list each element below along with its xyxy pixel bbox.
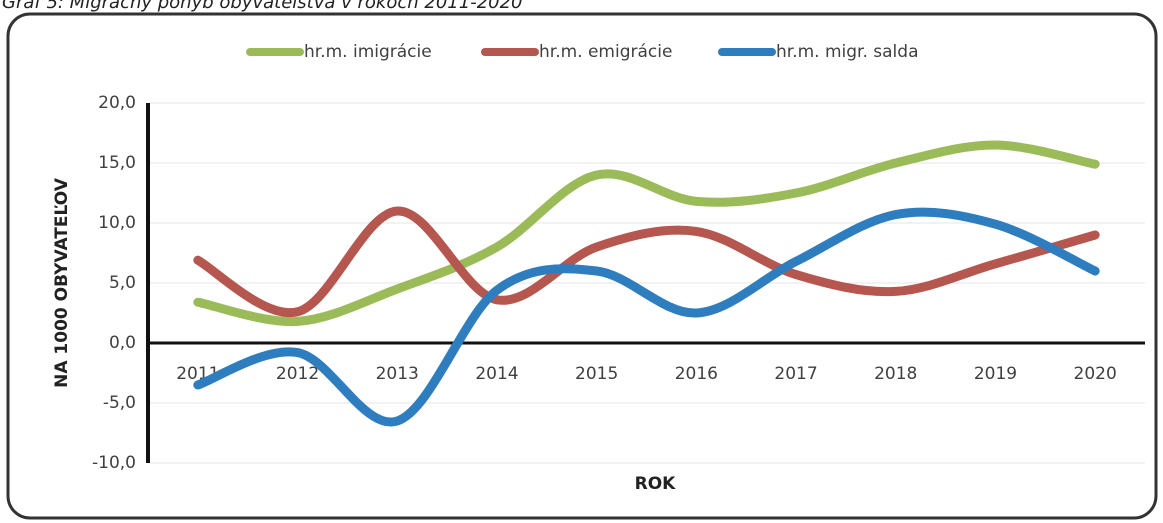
series-line bbox=[193, 206, 1100, 318]
chart-border bbox=[6, 12, 1158, 520]
x-tick-label: 2020 bbox=[1074, 364, 1117, 384]
y-tick-label: 15,0 bbox=[98, 153, 136, 173]
x-tick-label: 2015 bbox=[575, 364, 618, 384]
legend-label: hr.m. emigrácie bbox=[539, 42, 672, 62]
x-tick-label: 2017 bbox=[774, 364, 817, 384]
x-tick-label: 2018 bbox=[874, 364, 917, 384]
series-line bbox=[193, 140, 1100, 327]
legend-label: hr.m. migr. salda bbox=[776, 42, 919, 62]
legend-label: hr.m. imigrácie bbox=[304, 42, 432, 62]
x-tick-label: 2013 bbox=[376, 364, 419, 384]
x-tick-label: 2014 bbox=[475, 364, 518, 384]
y-tick-label: -5,0 bbox=[103, 393, 136, 413]
x-tick-label: 2012 bbox=[276, 364, 319, 384]
y-tick-label: 20,0 bbox=[98, 93, 136, 113]
y-tick-label: -10,0 bbox=[92, 453, 136, 473]
series-line bbox=[193, 207, 1100, 427]
y-tick-label: 0,0 bbox=[109, 333, 136, 353]
chart-title: Graf 5: Migračný pohyb obyvateľstva v ro… bbox=[2, 0, 523, 13]
y-axis-title: NA 1000 OBYVATEĽOV bbox=[52, 177, 72, 388]
y-tick-label: 5,0 bbox=[109, 273, 136, 293]
x-tick-label: 2016 bbox=[675, 364, 718, 384]
x-axis-title: ROK bbox=[635, 474, 677, 494]
x-tick-label: 2019 bbox=[974, 364, 1017, 384]
y-tick-label: 10,0 bbox=[98, 213, 136, 233]
